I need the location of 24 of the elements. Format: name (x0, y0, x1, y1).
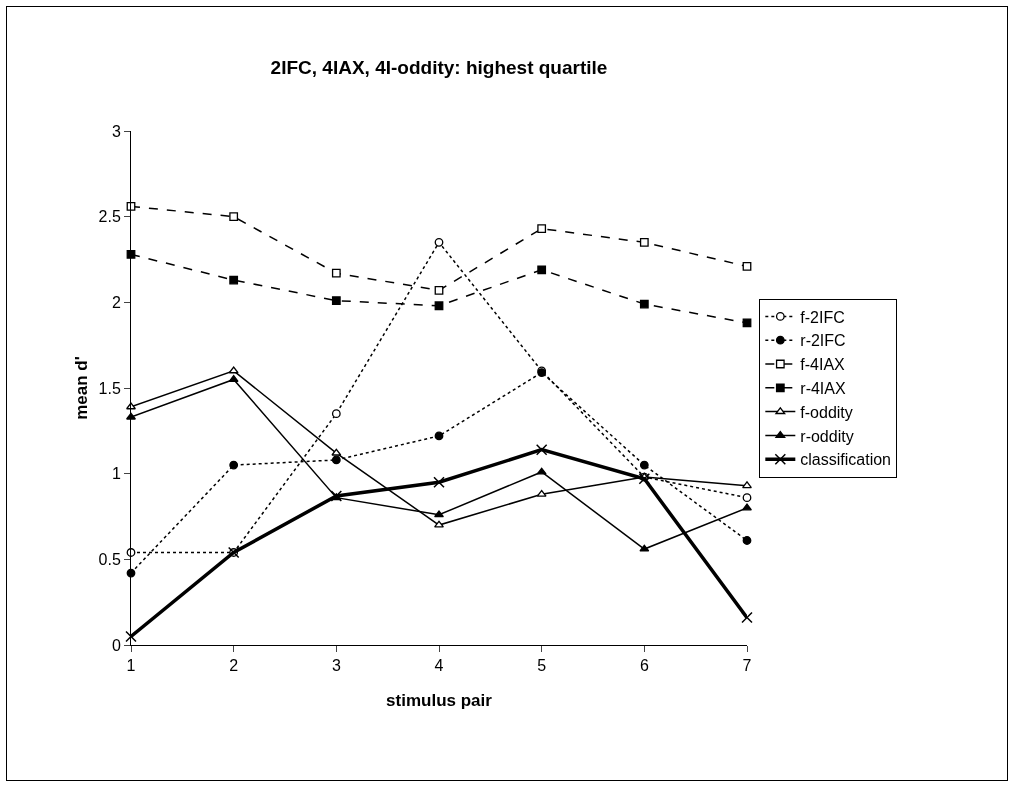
legend-label: classification (800, 451, 892, 469)
y-tick-label: 0 (111, 636, 121, 654)
x-tick-label: 7 (742, 657, 752, 675)
legend-label: r-4IAX (800, 380, 846, 398)
x-axis-title: stimulus pair (386, 691, 493, 710)
y-tick-label: 0.5 (98, 550, 121, 568)
y-tick-label: 3 (111, 122, 121, 140)
x-tick-label: 2 (229, 657, 239, 675)
y-tick-label: 1.5 (98, 379, 121, 397)
legend-label: f-2IFC (800, 308, 845, 326)
legend-label: f-4IAX (800, 356, 846, 374)
legend-label: r-oddity (800, 427, 854, 445)
y-tick-label: 1 (111, 465, 121, 483)
chart-title: 2IFC, 4IAX, 4I-oddity: highest quartile (270, 57, 608, 79)
x-tick-label: 5 (537, 657, 547, 675)
y-tick-label: 2 (111, 293, 121, 311)
y-tick-label: 2.5 (98, 208, 121, 226)
x-tick-label: 1 (126, 657, 136, 675)
legend-label: r-2IFC (800, 332, 846, 350)
x-tick-label: 6 (639, 657, 649, 675)
y-axis-title: mean d' (72, 356, 91, 420)
x-tick-label: 3 (331, 657, 341, 675)
x-tick-label: 4 (434, 657, 444, 675)
legend-label: f-oddity (800, 403, 853, 421)
